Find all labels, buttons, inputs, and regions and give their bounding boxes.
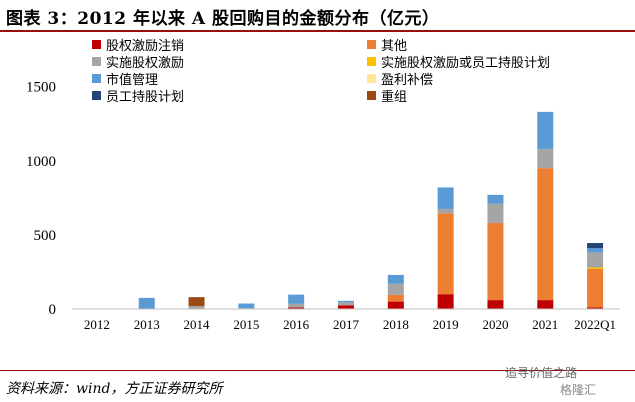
legend-swatch [92,57,101,66]
bar-segment [288,294,305,304]
bar-segment [338,300,354,303]
legend-swatch [92,74,101,83]
source-note: 资料来源：wind，方正证券研究所 [6,381,223,397]
x-tick-label: 2021 [532,317,558,332]
x-tick-label: 2020 [482,317,508,332]
bar-segment [537,148,554,169]
legend-swatch [367,91,376,100]
legend-label: 盈利补偿 [381,73,433,88]
x-tick-label: 2014 [184,317,211,332]
x-axis: 2012 2013 2014 2015 2016 2017 2018 2019 2020 2021… [72,308,620,332]
bar-segment [238,303,255,309]
legend-label: 其他 [381,39,407,54]
y-tick-label: 500 [34,228,57,244]
legend-swatch [92,40,101,49]
x-tick-label: 2017 [333,317,360,332]
title-rule [0,30,635,32]
bar-segment [188,297,205,307]
bar-segment [587,307,604,309]
legend-label: 股权激励注销 [106,38,184,54]
bar-segment [288,307,305,309]
watermark-text: 追寻价值之路 [505,366,578,380]
bar-segment [437,208,454,214]
bar-segment [537,300,554,309]
y-tick-label: 0 [49,302,57,318]
x-tick-label: 2012 [84,317,110,332]
chart-title: 图表 3：2012 年以来 A 股回购目的金额分布（亿元） [6,9,440,29]
legend-swatch [367,57,376,66]
bar-segment [487,300,504,309]
bar-segment [338,305,354,309]
bar-segment [387,294,404,302]
x-tick-label: 2013 [134,317,160,332]
bar-segment [387,301,404,309]
legend-label: 实施股权激励 [106,55,184,71]
x-tick-label: 2022Q1 [574,317,616,332]
legend-swatch [367,40,376,49]
bar-segment [437,187,454,209]
legend-label: 实施股权激励或员工持股计划 [381,55,550,71]
bar-segment [288,303,305,308]
bar-segment [437,213,454,295]
bar-segment [387,283,404,295]
bar-segment [537,111,554,149]
x-tick-label: 2016 [283,317,310,332]
bar-segment [587,268,604,308]
legend-label: 市值管理 [106,72,158,88]
bar-segment [537,168,554,301]
legend-label: 员工持股计划 [106,90,184,105]
bar-segment [487,194,504,204]
bar-segment [587,243,604,249]
x-tick-label: 2015 [233,317,259,332]
bar-segment [587,267,604,269]
legend-swatch [367,74,376,83]
y-tick-label: 1000 [26,154,56,170]
legend-label: 重组 [381,89,407,105]
bar-segment [188,306,205,309]
bar-segment [138,297,155,309]
bar-segment [587,252,604,268]
bar-segment [587,248,604,253]
source-rule [0,370,635,371]
bars [88,111,604,310]
watermark-logo-text: 格隆汇 [560,383,597,397]
bar-segment [338,302,354,306]
legend-swatch [92,91,101,100]
x-tick-label: 2019 [433,317,459,332]
bar-segment [487,203,504,224]
bar-segment [487,223,504,301]
y-axis: 0 500 1000 1500 [26,80,56,318]
bar-segment [387,274,404,284]
bar-segment [437,294,454,309]
x-tick-label: 2018 [383,317,409,332]
y-tick-label: 1500 [26,80,56,96]
